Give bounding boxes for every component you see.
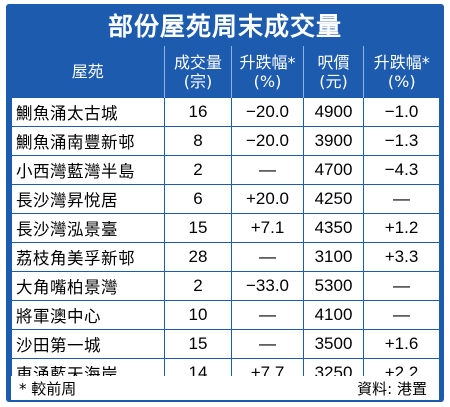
volume-change-cell: −20.0	[231, 97, 304, 127]
volume-change-cell: —	[231, 155, 304, 185]
price-change-cell: −1.3	[363, 126, 440, 156]
price-cell: 3100	[303, 242, 364, 272]
price-change-cell: —	[363, 184, 440, 214]
price-cell: 4350	[303, 213, 364, 243]
volume-cell: 15	[164, 329, 232, 359]
estate-cell: 沙田第一城	[11, 329, 165, 359]
table-row: 荔枝角美孚新邨 28—3100 +3.3	[11, 242, 440, 272]
price-cell: 4100	[303, 300, 364, 330]
estate-cell: 長沙灣昇悅居	[11, 184, 165, 214]
table-title: 部份屋苑周末成交量	[107, 12, 342, 41]
price-cell: 4900	[303, 97, 364, 127]
footnote: * 較前周	[19, 379, 77, 398]
volume-cell: 15	[164, 213, 232, 243]
estate-cell: 荔枝角美孚新邨	[11, 242, 165, 272]
price-change-cell: +1.2	[363, 213, 440, 243]
header-volume-line1: 成交量	[173, 52, 222, 72]
volume-cell: 8	[164, 126, 232, 156]
table-row: 鰂魚涌太古城 16 −20.0 4900 −1.0	[11, 97, 440, 127]
price-change-cell: +3.3	[363, 242, 440, 272]
table-row: 小西灣藍灣半島 2—4700 −4.3	[11, 155, 440, 185]
header-volume-change: 升跌幅* (%)	[231, 46, 304, 98]
table-row: 長沙灣昇悅居 6 +20.0 4250—	[11, 184, 440, 214]
table-row: 將軍澳中心 10—4100—	[11, 300, 440, 330]
price-change-cell: —	[363, 300, 440, 330]
header-price-change-line1: 升跌幅*	[373, 52, 430, 72]
volume-cell: 16	[164, 97, 232, 127]
volume-cell: 2	[164, 271, 232, 301]
price-change-cell: −1.0	[363, 97, 440, 127]
volume-cell: 2	[164, 155, 232, 185]
volume-change-cell: —	[231, 300, 304, 330]
price-cell: 3900	[303, 126, 364, 156]
volume-change-cell: —	[231, 329, 304, 359]
price-cell: 3500	[303, 329, 364, 359]
price-cell: 5300	[303, 271, 364, 301]
header-row: 屋苑 成交量 (宗) 升跌幅* (%) 呎價 (元) 升跌幅* (%)	[11, 46, 440, 98]
volume-cell: 10	[164, 300, 232, 330]
table-footer: * 較前周 資料: 港置	[11, 376, 439, 400]
volume-cell: 28	[164, 242, 232, 272]
volume-change-cell: −20.0	[231, 126, 304, 156]
price-cell: 4250	[303, 184, 364, 214]
table-row: 大角嘴柏景灣 2 −33.0 5300—	[11, 271, 440, 301]
table-row: 沙田第一城 15—3500 +1.6	[11, 329, 440, 359]
volume-change-cell: −33.0	[231, 271, 304, 301]
header-estate: 屋苑	[11, 46, 165, 98]
price-cell: 4700	[303, 155, 364, 185]
header-volume: 成交量 (宗)	[164, 46, 232, 98]
price-change-cell: +1.6	[363, 329, 440, 359]
table-panel: 部份屋苑周末成交量 屋苑 成交量 (宗) 升跌幅* (%) 呎價 (元) 升跌幅* (%…	[6, 4, 444, 402]
volume-change-cell: +7.1	[231, 213, 304, 243]
volume-cell: 6	[164, 184, 232, 214]
estate-cell: 大角嘴柏景灣	[11, 271, 165, 301]
estate-cell: 將軍澳中心	[11, 300, 165, 330]
header-volume-change-line2: (%)	[253, 71, 282, 91]
header-price-change-line2: (%)	[387, 71, 416, 91]
header-price-change: 升跌幅* (%)	[363, 46, 440, 98]
estate-cell: 小西灣藍灣半島	[11, 155, 165, 185]
price-change-cell: —	[363, 271, 440, 301]
table-row: 長沙灣泓景臺 15 +7.1 4350 +1.2	[11, 213, 440, 243]
source-credit: 資料: 港置	[357, 379, 427, 398]
volume-change-cell: —	[231, 242, 304, 272]
estate-cell: 鰂魚涌南豐新邨	[11, 126, 165, 156]
header-volume-line2: (宗)	[183, 71, 213, 91]
estate-cell: 鰂魚涌太古城	[11, 97, 165, 127]
header-volume-change-line1: 升跌幅*	[239, 52, 296, 72]
volume-change-cell: +20.0	[231, 184, 304, 214]
transactions-table: 屋苑 成交量 (宗) 升跌幅* (%) 呎價 (元) 升跌幅* (%) 鰂魚涌太古城 16…	[11, 46, 440, 388]
table-row: 鰂魚涌南豐新邨 8 −20.0 3900 −1.3	[11, 126, 440, 156]
estate-cell: 長沙灣泓景臺	[11, 213, 165, 243]
header-price-line1: 呎價	[317, 52, 350, 72]
price-change-cell: −4.3	[363, 155, 440, 185]
header-price: 呎價 (元)	[303, 46, 364, 98]
table-body: 鰂魚涌太古城 16 −20.0 4900 −1.0 鰂魚涌南豐新邨 8 −20.0 3900 −1…	[11, 97, 440, 388]
header-price-line2: (元)	[319, 71, 348, 91]
